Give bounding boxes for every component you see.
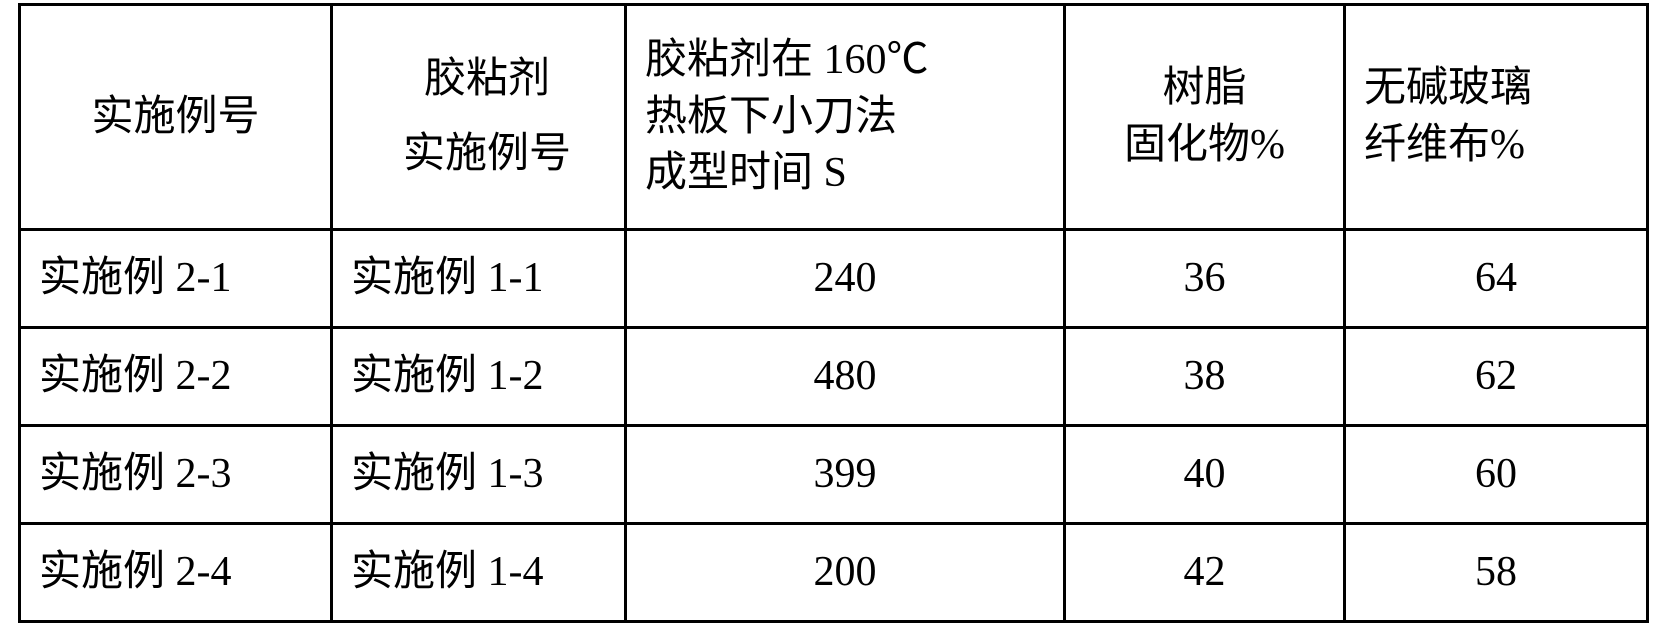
cell-example-no: 实施例 2-3 bbox=[20, 426, 332, 524]
table-row: 实施例 2-1 实施例 1-1 240 36 64 bbox=[20, 230, 1648, 328]
cell-example-no: 实施例 2-2 bbox=[20, 328, 332, 426]
cell-adhesive-example: 实施例 1-4 bbox=[332, 524, 626, 622]
data-table: 实施例号 胶粘剂 实施例号 胶粘剂在 160℃ 热板下小刀法 成型时间 S 树脂… bbox=[18, 3, 1649, 623]
header-line: 热板下小刀法 bbox=[645, 89, 1062, 146]
cell-resin-cured: 38 bbox=[1065, 328, 1345, 426]
cell-resin-cured: 36 bbox=[1065, 230, 1345, 328]
cell-adhesive-example: 实施例 1-2 bbox=[332, 328, 626, 426]
table-row: 实施例 2-2 实施例 1-2 480 38 62 bbox=[20, 328, 1648, 426]
col-header-example-no: 实施例号 bbox=[20, 5, 332, 230]
header-line: 树脂 bbox=[1067, 60, 1342, 117]
cell-example-no: 实施例 2-4 bbox=[20, 524, 332, 622]
header-line: 固化物% bbox=[1067, 117, 1342, 174]
header-line: 纤维布% bbox=[1364, 117, 1645, 174]
header-text: 实施例号 bbox=[91, 94, 259, 140]
cell-glass-fiber: 62 bbox=[1345, 328, 1648, 426]
cell-glass-fiber: 60 bbox=[1345, 426, 1648, 524]
cell-example-no: 实施例 2-1 bbox=[20, 230, 332, 328]
cell-gel-time: 480 bbox=[626, 328, 1065, 426]
header-line: 胶粘剂 bbox=[351, 51, 623, 108]
header-line: 成型时间 S bbox=[645, 145, 1062, 202]
header-line: 胶粘剂在 160℃ bbox=[645, 32, 1062, 89]
table-header-row: 实施例号 胶粘剂 实施例号 胶粘剂在 160℃ 热板下小刀法 成型时间 S 树脂… bbox=[20, 5, 1648, 230]
col-header-adhesive-example: 胶粘剂 实施例号 bbox=[332, 5, 626, 230]
table-row: 实施例 2-4 实施例 1-4 200 42 58 bbox=[20, 524, 1648, 622]
header-line: 无碱玻璃 bbox=[1364, 60, 1645, 117]
cell-gel-time: 200 bbox=[626, 524, 1065, 622]
cell-gel-time: 399 bbox=[626, 426, 1065, 524]
cell-resin-cured: 40 bbox=[1065, 426, 1345, 524]
cell-gel-time: 240 bbox=[626, 230, 1065, 328]
header-line: 实施例号 bbox=[351, 126, 623, 183]
table-row: 实施例 2-3 实施例 1-3 399 40 60 bbox=[20, 426, 1648, 524]
cell-adhesive-example: 实施例 1-3 bbox=[332, 426, 626, 524]
cell-glass-fiber: 64 bbox=[1345, 230, 1648, 328]
col-header-resin-cured: 树脂 固化物% bbox=[1065, 5, 1345, 230]
page-wrap: 实施例号 胶粘剂 实施例号 胶粘剂在 160℃ 热板下小刀法 成型时间 S 树脂… bbox=[0, 0, 1664, 620]
cell-resin-cured: 42 bbox=[1065, 524, 1345, 622]
cell-glass-fiber: 58 bbox=[1345, 524, 1648, 622]
col-header-glass-fiber: 无碱玻璃 纤维布% bbox=[1345, 5, 1648, 230]
cell-adhesive-example: 实施例 1-1 bbox=[332, 230, 626, 328]
col-header-gel-time: 胶粘剂在 160℃ 热板下小刀法 成型时间 S bbox=[626, 5, 1065, 230]
